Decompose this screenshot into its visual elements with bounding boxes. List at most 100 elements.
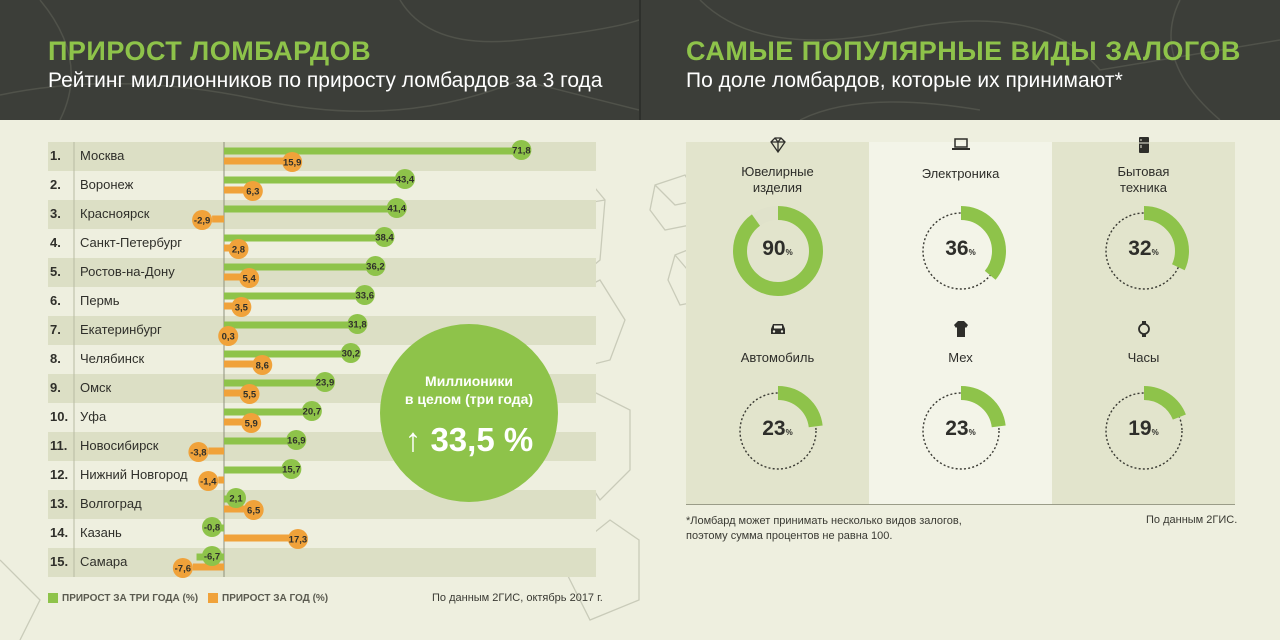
bar-3y	[224, 466, 289, 474]
value-label-3y-dot	[226, 488, 246, 508]
collateral-label: Ювелирные изделия	[686, 164, 869, 196]
bar-1y	[224, 534, 295, 542]
percent-sign: %	[968, 428, 976, 437]
city-label: Воронеж	[80, 177, 134, 192]
value-label-1y-dot	[172, 558, 193, 578]
city-label: Волгоград	[80, 496, 142, 511]
bar-3y	[224, 321, 355, 329]
rank-label: 15.	[50, 554, 68, 569]
donut-segment	[915, 386, 1006, 476]
donut-value: 90%	[686, 237, 869, 261]
percent-sign: %	[785, 248, 793, 257]
value-label-1y: -1,4	[200, 477, 217, 488]
value-label-1y: 6,5	[247, 506, 261, 517]
value-label-3y: -0,8	[204, 523, 220, 534]
row-band	[48, 287, 596, 316]
bar-3y	[224, 234, 382, 242]
fur-coat-icon	[869, 320, 1052, 343]
legend-label-3y: ПРИРОСТ ЗА ТРИ ГОДА (%)	[62, 593, 199, 604]
row-band	[48, 519, 596, 548]
bar-1y	[208, 447, 224, 455]
laptop-icon	[869, 136, 1052, 159]
fridge-icon	[1052, 136, 1235, 159]
growth-bar-chart: 1. Москва 71,8 15,9 2. Воронеж 43,4 6,3 3. Красно…	[48, 140, 596, 578]
value-label-3y: 71,8	[512, 146, 531, 157]
value-label-3y: 36,2	[366, 262, 385, 273]
car-icon	[686, 320, 869, 343]
header-divider	[639, 0, 641, 120]
donut-track	[1104, 392, 1183, 470]
value-label-3y-dot	[202, 517, 222, 537]
bubble-line2: в целом (три года)	[404, 391, 534, 407]
donut-value: 19%	[1052, 417, 1235, 441]
bar-3y	[224, 205, 394, 213]
value-label-1y: 0,3	[222, 332, 235, 343]
row-band	[48, 490, 596, 519]
bar-3y	[224, 408, 309, 416]
value-label-1y-dot	[242, 181, 263, 201]
bar-3y	[224, 263, 373, 271]
percent-sign: %	[1151, 428, 1159, 437]
city-label: Новосибирск	[80, 438, 159, 453]
donut-value-number: 23	[945, 417, 969, 440]
right-title: САМЫЕ ПОПУЛЯРНЫЕ ВИДЫ ЗАЛОГОВ	[686, 36, 1241, 66]
value-label-1y-dot	[287, 529, 308, 549]
donut-segment	[915, 206, 1006, 296]
label-line2: изделия	[752, 180, 803, 195]
value-label-3y-dot	[281, 459, 302, 479]
donut-chart	[686, 205, 869, 302]
row-band	[48, 548, 596, 577]
bar-1y	[224, 157, 290, 165]
row-band	[48, 142, 596, 171]
collateral-label: Электроника	[921, 166, 1000, 181]
rank-label: 12.	[50, 467, 68, 482]
value-label-1y-dot	[252, 355, 273, 375]
value-label-1y: 6,3	[246, 187, 259, 198]
donut-chart	[869, 205, 1052, 302]
value-label-1y: -2,9	[194, 216, 210, 227]
rank-label: 5.	[50, 264, 61, 279]
value-label-1y: 8,6	[256, 361, 269, 372]
percent-sign: %	[785, 428, 793, 437]
column-1	[686, 142, 869, 504]
row-band	[48, 200, 596, 229]
value-label-3y: 38,4	[375, 233, 394, 244]
row-band	[48, 229, 596, 258]
bar-3y	[224, 437, 294, 445]
donut-chart	[1052, 385, 1235, 482]
value-label-3y: 43,4	[396, 175, 415, 186]
donut-value: 23%	[686, 417, 869, 441]
legend-swatch-1y	[208, 593, 218, 603]
donut-chart	[869, 385, 1052, 482]
value-label-3y-dot	[386, 198, 407, 218]
city-label: Санкт-Петербург	[80, 235, 182, 250]
value-label-3y: 20,7	[303, 407, 322, 418]
rank-label: 9.	[50, 380, 61, 395]
city-label: Уфа	[80, 409, 107, 424]
up-arrow-icon: ↑	[404, 421, 422, 458]
value-label-1y: 3,5	[235, 303, 249, 314]
value-label-3y: -6,7	[204, 552, 220, 563]
rank-label: 14.	[50, 525, 68, 540]
city-label: Ростов-на-Дону	[80, 264, 175, 279]
value-label-3y: 30,2	[342, 349, 361, 360]
value-label-3y-dot	[286, 430, 307, 450]
header: ПРИРОСТ ЛОМБАРДОВ Рейтинг миллионников п…	[0, 0, 1280, 120]
diamond-icon	[686, 136, 869, 159]
bar-1y	[224, 360, 260, 368]
collateral-label: Автомобиль	[740, 350, 815, 365]
bar-1y	[224, 302, 239, 310]
value-label-3y-dot	[394, 169, 415, 189]
value-label-3y: 16,9	[287, 436, 306, 447]
right-subtitle: По доле ломбардов, которые их принимают*	[686, 69, 1123, 92]
bubble-value: 33,5 %	[430, 421, 534, 458]
bar-1y	[218, 476, 224, 484]
value-label-3y-dot	[202, 546, 222, 566]
donut-value: 32%	[1052, 237, 1235, 261]
value-label-1y-dot	[192, 210, 213, 230]
donut-chart	[686, 385, 869, 482]
rank-label: 11.	[50, 438, 67, 453]
bubble-circle	[380, 324, 558, 502]
value-label-1y-dot	[282, 152, 303, 172]
donut-track	[921, 392, 1000, 470]
